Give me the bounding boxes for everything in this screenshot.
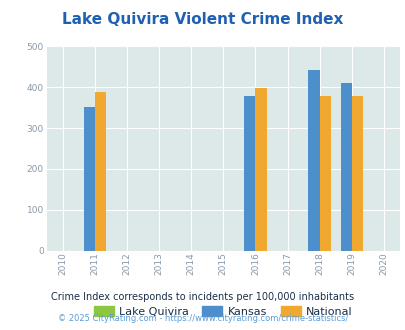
Text: Lake Quivira Violent Crime Index: Lake Quivira Violent Crime Index [62,12,343,26]
Bar [340,83,351,251]
Bar [319,96,330,251]
Bar [255,88,266,251]
Bar [83,107,95,251]
Text: Crime Index corresponds to incidents per 100,000 inhabitants: Crime Index corresponds to incidents per… [51,292,354,302]
Legend: Lake Quivira, Kansas, National: Lake Quivira, Kansas, National [89,301,356,321]
Text: © 2025 CityRating.com - https://www.cityrating.com/crime-statistics/: © 2025 CityRating.com - https://www.city… [58,314,347,323]
Bar [351,96,362,251]
Bar [243,96,255,251]
Bar [95,92,106,251]
Bar [308,70,319,251]
